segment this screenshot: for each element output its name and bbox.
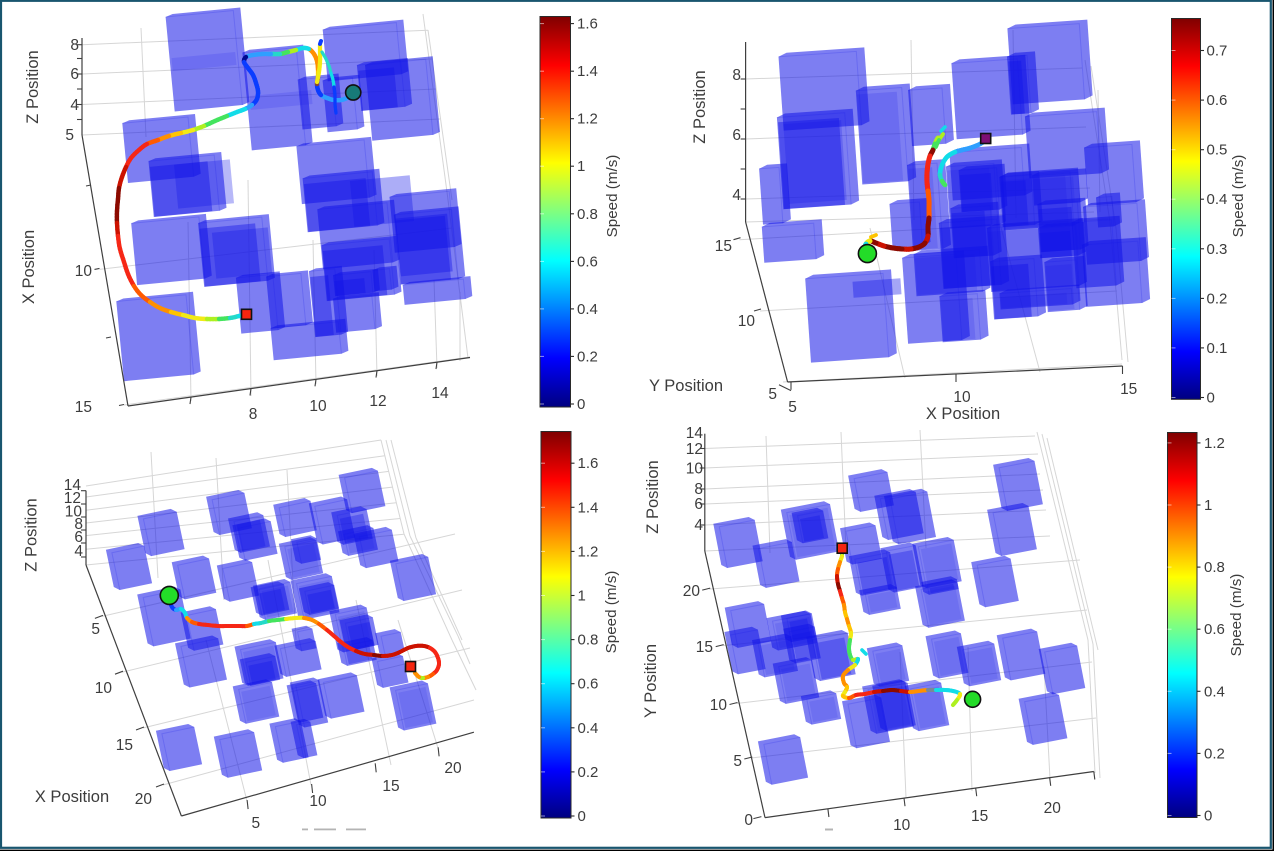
svg-text:0.2: 0.2 (577, 348, 598, 365)
svg-text:8: 8 (70, 37, 79, 54)
svg-text:8: 8 (249, 406, 258, 423)
svg-text:0.3: 0.3 (1207, 241, 1228, 258)
svg-text:20: 20 (444, 760, 462, 777)
svg-text:0.6: 0.6 (1204, 621, 1225, 638)
svg-text:5: 5 (91, 621, 100, 638)
svg-text:4: 4 (732, 187, 741, 204)
svg-text:5: 5 (733, 753, 742, 770)
svg-text:Z Position: Z Position (24, 50, 42, 123)
svg-text:10: 10 (738, 313, 756, 330)
svg-text:12: 12 (64, 490, 81, 507)
svg-text:1.2: 1.2 (1204, 435, 1225, 452)
svg-text:1.4: 1.4 (578, 499, 599, 516)
svg-text:15: 15 (116, 737, 133, 754)
svg-text:1.4: 1.4 (577, 63, 598, 80)
svg-text:6: 6 (732, 127, 741, 144)
svg-text:Z Position: Z Position (644, 460, 662, 533)
svg-text:10: 10 (65, 504, 83, 521)
svg-text:5: 5 (788, 399, 797, 416)
svg-text:Y Position: Y Position (642, 644, 660, 718)
svg-text:0.4: 0.4 (1207, 191, 1228, 208)
svg-text:Speed (m/s): Speed (m/s) (1228, 574, 1245, 657)
svg-text:0.5: 0.5 (1207, 142, 1228, 159)
svg-text:0.4: 0.4 (1204, 683, 1225, 700)
svg-text:4: 4 (74, 543, 83, 560)
svg-text:5: 5 (65, 127, 74, 144)
svg-text:20: 20 (1044, 800, 1062, 817)
svg-text:0.4: 0.4 (577, 301, 598, 318)
svg-text:0: 0 (1207, 390, 1215, 407)
svg-text:0: 0 (1204, 808, 1212, 825)
svg-text:20: 20 (135, 791, 153, 808)
svg-text:1.2: 1.2 (578, 543, 599, 560)
svg-text:15: 15 (715, 238, 732, 255)
svg-text:1.6: 1.6 (577, 16, 598, 33)
svg-text:1.6: 1.6 (578, 455, 599, 472)
svg-text:0.1: 0.1 (1207, 340, 1228, 357)
svg-text:0.8: 0.8 (577, 206, 598, 223)
svg-text:Y Position: Y Position (649, 377, 723, 395)
svg-text:15: 15 (971, 808, 988, 825)
svg-text:8: 8 (694, 481, 703, 498)
svg-text:15: 15 (382, 778, 399, 795)
svg-text:6: 6 (694, 496, 703, 513)
svg-text:8: 8 (732, 67, 741, 84)
svg-text:10: 10 (893, 817, 911, 834)
svg-text:10: 10 (309, 398, 327, 415)
svg-text:10: 10 (95, 680, 113, 697)
svg-text:12: 12 (686, 441, 703, 458)
svg-text:20: 20 (683, 583, 701, 600)
svg-text:0.2: 0.2 (578, 764, 599, 781)
svg-text:Z Position: Z Position (691, 70, 709, 143)
svg-text:10: 10 (710, 697, 728, 714)
svg-text:Speed (m/s): Speed (m/s) (1230, 155, 1247, 238)
svg-text:14: 14 (64, 477, 82, 494)
svg-text:X Position: X Position (35, 788, 109, 806)
svg-text:0.2: 0.2 (1204, 745, 1225, 762)
svg-text:14: 14 (686, 425, 704, 442)
svg-text:0: 0 (578, 808, 586, 825)
svg-text:0.6: 0.6 (1207, 92, 1228, 109)
svg-text:Speed (m/s): Speed (m/s) (604, 155, 621, 238)
svg-text:0.4: 0.4 (578, 720, 599, 737)
svg-text:6: 6 (70, 66, 79, 83)
svg-text:5: 5 (251, 815, 260, 832)
svg-text:0.6: 0.6 (578, 676, 599, 693)
svg-text:10: 10 (75, 263, 93, 280)
svg-text:0.6: 0.6 (577, 253, 598, 270)
svg-text:0.8: 0.8 (1204, 559, 1225, 576)
svg-text:10: 10 (309, 793, 327, 810)
svg-text:8: 8 (74, 516, 83, 533)
svg-text:4: 4 (70, 97, 79, 114)
svg-text:0.7: 0.7 (1207, 43, 1228, 60)
svg-text:1: 1 (577, 158, 585, 175)
svg-text:6: 6 (74, 529, 83, 546)
svg-text:15: 15 (75, 399, 92, 416)
svg-text:Z Position: Z Position (23, 498, 41, 571)
svg-text:1: 1 (578, 588, 586, 605)
svg-text:14: 14 (431, 385, 449, 402)
svg-text:10: 10 (686, 461, 704, 478)
svg-text:0.2: 0.2 (1207, 290, 1228, 307)
svg-text:0: 0 (577, 396, 585, 413)
svg-text:0.8: 0.8 (578, 632, 599, 649)
svg-text:Speed (m/s): Speed (m/s) (603, 571, 620, 654)
svg-text:1.2: 1.2 (577, 111, 598, 128)
svg-text:0: 0 (744, 812, 753, 829)
svg-text:15: 15 (1120, 381, 1137, 398)
svg-text:X Position: X Position (926, 405, 1000, 423)
svg-text:X Position: X Position (20, 230, 38, 304)
svg-text:1: 1 (1204, 497, 1212, 514)
svg-text:10: 10 (953, 389, 971, 406)
svg-text:12: 12 (369, 393, 386, 410)
svg-text:5: 5 (768, 386, 777, 403)
svg-text:15: 15 (696, 639, 713, 656)
svg-text:4: 4 (694, 517, 703, 534)
